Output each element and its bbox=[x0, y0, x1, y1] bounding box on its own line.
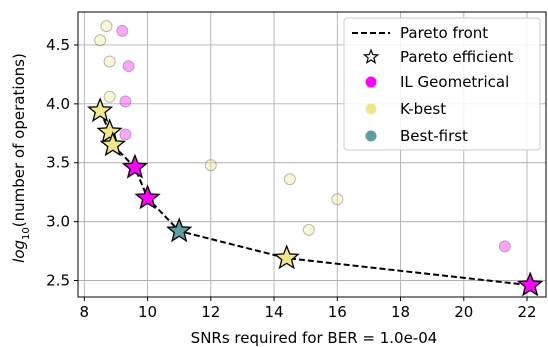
x-tick-label: 20 bbox=[454, 303, 473, 321]
x-tick-label: 14 bbox=[265, 303, 284, 321]
y-tick-label: 4.5 bbox=[46, 36, 70, 54]
x-tick-label: 22 bbox=[517, 303, 536, 321]
x-axis-label: SNRs required for BER = 1.0e-04 bbox=[191, 329, 438, 347]
y-label-rest: (number of operations) bbox=[10, 53, 28, 227]
pareto-front-line bbox=[99, 110, 531, 287]
pareto-star-point bbox=[134, 184, 161, 210]
faded-point bbox=[122, 60, 135, 73]
faded-points-series bbox=[94, 20, 511, 253]
legend: Pareto front Pareto efficient IL Geometr… bbox=[343, 17, 541, 151]
svg-text:log10(number of operations): log10(number of operations) bbox=[10, 53, 32, 263]
axis-ticks: 8 10 12 14 16 18 20 22 2.5 3.0 3.5 4.0 4.5 bbox=[46, 36, 536, 321]
x-tick-label: 8 bbox=[80, 303, 90, 321]
y-tick-label: 2.5 bbox=[46, 272, 70, 290]
y-tick-label: 3.0 bbox=[46, 213, 70, 231]
pareto-star-point bbox=[96, 118, 123, 144]
pareto-front-series bbox=[99, 110, 531, 287]
pareto-star-point bbox=[517, 271, 544, 297]
faded-point bbox=[204, 159, 217, 172]
legend-label-pareto-front: Pareto front bbox=[400, 24, 488, 42]
legend-star-icon bbox=[362, 48, 380, 65]
y-label-main: log bbox=[10, 240, 28, 263]
x-tick-label: 18 bbox=[391, 303, 410, 321]
faded-point bbox=[100, 20, 113, 33]
legend-label-il-geometrical: IL Geometrical bbox=[400, 73, 509, 91]
legend-box bbox=[343, 17, 541, 151]
faded-point bbox=[283, 173, 296, 186]
x-tick-label: 12 bbox=[201, 303, 220, 321]
x-tick-label: 10 bbox=[138, 303, 157, 321]
y-label-sub: 10 bbox=[21, 227, 32, 240]
y-tick-label: 4.0 bbox=[46, 95, 70, 113]
x-tick-label: 16 bbox=[328, 303, 347, 321]
pareto-star-point bbox=[99, 131, 126, 157]
faded-point bbox=[119, 128, 132, 141]
pareto-star-point bbox=[166, 217, 193, 243]
legend-dot-il-geometrical-icon bbox=[365, 76, 377, 88]
legend-label-pareto-efficient: Pareto efficient bbox=[400, 48, 513, 66]
faded-point bbox=[103, 90, 116, 103]
faded-point bbox=[119, 95, 132, 108]
y-axis-label: log10(number of operations) bbox=[10, 53, 32, 263]
plot-frame bbox=[77, 11, 547, 298]
legend-label-k-best: K-best bbox=[400, 100, 446, 118]
faded-point bbox=[116, 24, 129, 37]
pareto-star-point bbox=[121, 153, 149, 179]
pareto-star-point bbox=[87, 97, 114, 123]
faded-point bbox=[103, 55, 116, 68]
legend-dot-k-best-icon bbox=[365, 103, 377, 115]
pareto-points-series bbox=[87, 97, 544, 297]
faded-point bbox=[331, 193, 344, 206]
y-tick-label: 3.5 bbox=[46, 154, 70, 172]
legend-dot-best-first-icon bbox=[365, 130, 377, 142]
legend-label-best-first: Best-first bbox=[400, 127, 468, 145]
faded-point bbox=[498, 240, 511, 253]
faded-point bbox=[302, 223, 315, 236]
faded-point bbox=[94, 34, 107, 47]
pareto-star-point bbox=[273, 244, 300, 270]
